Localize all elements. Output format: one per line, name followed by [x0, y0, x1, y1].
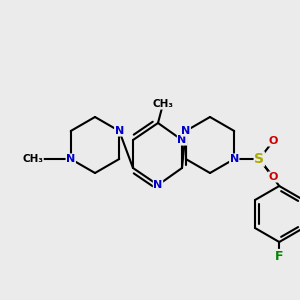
- Text: N: N: [66, 154, 75, 164]
- Text: O: O: [268, 172, 278, 182]
- Text: O: O: [268, 136, 278, 146]
- Text: N: N: [230, 154, 239, 164]
- Text: N: N: [181, 126, 190, 136]
- Text: N: N: [115, 126, 124, 136]
- Text: F: F: [275, 250, 284, 262]
- Text: CH₃: CH₃: [152, 99, 173, 109]
- Text: N: N: [177, 135, 187, 145]
- Text: N: N: [153, 180, 163, 190]
- Text: CH₃: CH₃: [22, 154, 43, 164]
- Text: S: S: [254, 152, 264, 166]
